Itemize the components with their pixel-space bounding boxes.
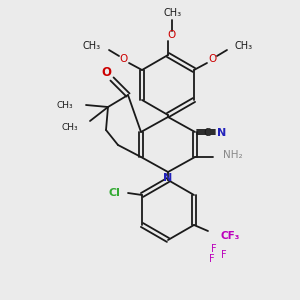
Text: N: N	[164, 173, 172, 183]
Text: F: F	[211, 244, 217, 254]
Text: CH₃: CH₃	[235, 41, 253, 51]
Text: CH₃: CH₃	[61, 122, 78, 131]
Text: CH₃: CH₃	[164, 8, 182, 18]
Text: F: F	[221, 250, 227, 260]
Text: F: F	[209, 254, 215, 264]
Text: N: N	[218, 128, 226, 138]
Text: NH₂: NH₂	[223, 150, 243, 160]
Text: CH₃: CH₃	[56, 100, 73, 109]
Text: O: O	[101, 67, 111, 80]
Text: CF₃: CF₃	[221, 231, 240, 241]
Text: O: O	[209, 54, 217, 64]
Text: C: C	[203, 128, 211, 138]
Text: Cl: Cl	[108, 188, 120, 198]
Text: O: O	[119, 54, 127, 64]
Text: O: O	[168, 30, 176, 40]
Text: CH₃: CH₃	[83, 41, 101, 51]
